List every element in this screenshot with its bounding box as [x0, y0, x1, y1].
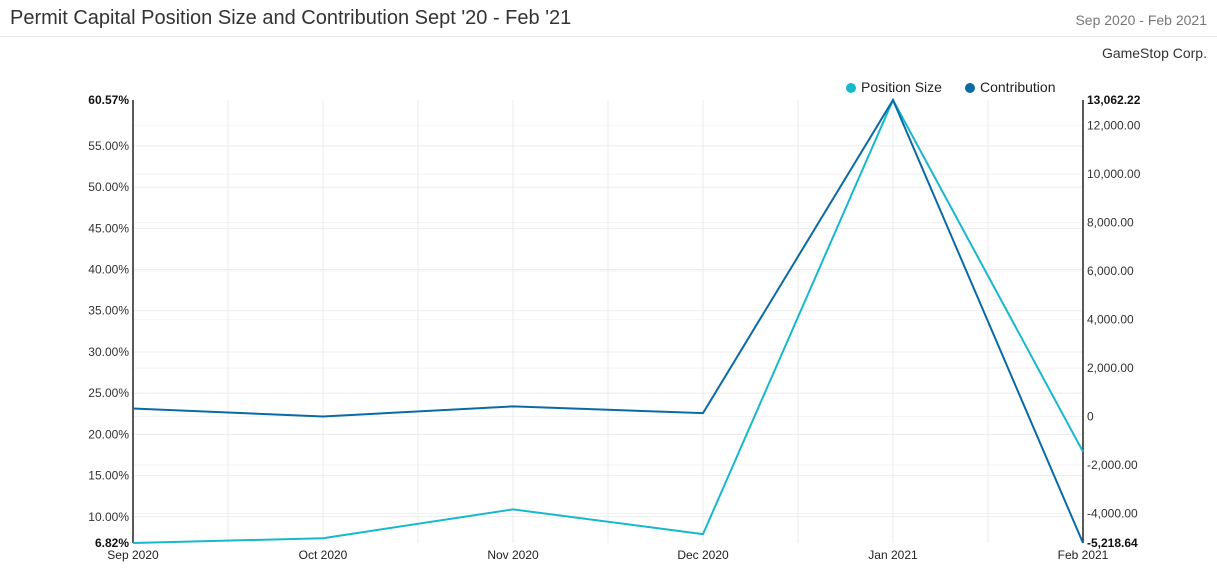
right-axis-tick-label: 10,000.00 — [1087, 167, 1141, 181]
right-axis-tick-label: -2,000.00 — [1087, 458, 1138, 472]
right-axis-tick-label: 0 — [1087, 410, 1094, 424]
left-axis-tick-label: 15.00% — [88, 469, 129, 483]
left-axis-max-label: 60.57% — [88, 93, 129, 107]
right-axis-tick-label: 6,000.00 — [1087, 264, 1134, 278]
left-axis-tick-label: 55.00% — [88, 139, 129, 153]
right-axis-tick-label: 2,000.00 — [1087, 361, 1134, 375]
right-axis-max-label: 13,062.22 — [1087, 93, 1141, 107]
left-axis-tick-label: 40.00% — [88, 263, 129, 277]
x-axis-tick-label: Oct 2020 — [299, 548, 348, 562]
right-axis-tick-label: 8,000.00 — [1087, 216, 1134, 230]
left-axis-tick-label: 35.00% — [88, 304, 129, 318]
chart-title: Permit Capital Position Size and Contrib… — [10, 7, 572, 29]
left-axis-tick-label: 30.00% — [88, 345, 129, 359]
legend-label: Contribution — [980, 79, 1056, 95]
legend-marker — [965, 83, 975, 93]
chart-header: Permit Capital Position Size and Contrib… — [0, 0, 1217, 37]
series-line-contribution — [132, 97, 1084, 544]
x-axis-tick-label: Nov 2020 — [487, 548, 539, 562]
right-axis-tick-label: -4,000.00 — [1087, 506, 1138, 520]
left-axis-min-label: 6.82% — [95, 536, 129, 550]
date-range-label: Sep 2020 - Feb 2021 — [1075, 12, 1207, 28]
left-axis-tick-label: 45.00% — [88, 221, 129, 235]
x-axis-tick-label: Jan 2021 — [868, 548, 918, 562]
company-name: GameStop Corp. — [1101, 45, 1207, 61]
x-axis-tick-label: Feb 2021 — [1058, 548, 1109, 562]
legend-label: Position Size — [861, 79, 942, 95]
right-axis-tick-label: 4,000.00 — [1087, 313, 1134, 327]
left-axis-tick-label: 20.00% — [88, 427, 129, 441]
left-axis-tick-label: 10.00% — [88, 510, 129, 524]
series-line-position-size — [132, 97, 1084, 544]
right-axis-min-label: -5,218.64 — [1087, 536, 1138, 550]
x-axis-tick-label: Sep 2020 — [107, 548, 159, 562]
left-axis-tick-label: 25.00% — [88, 386, 129, 400]
x-axis-tick-label: Dec 2020 — [677, 548, 729, 562]
legend-marker — [846, 83, 856, 93]
left-axis-tick-label: 50.00% — [88, 180, 129, 194]
right-axis-tick-label: 12,000.00 — [1087, 119, 1141, 133]
